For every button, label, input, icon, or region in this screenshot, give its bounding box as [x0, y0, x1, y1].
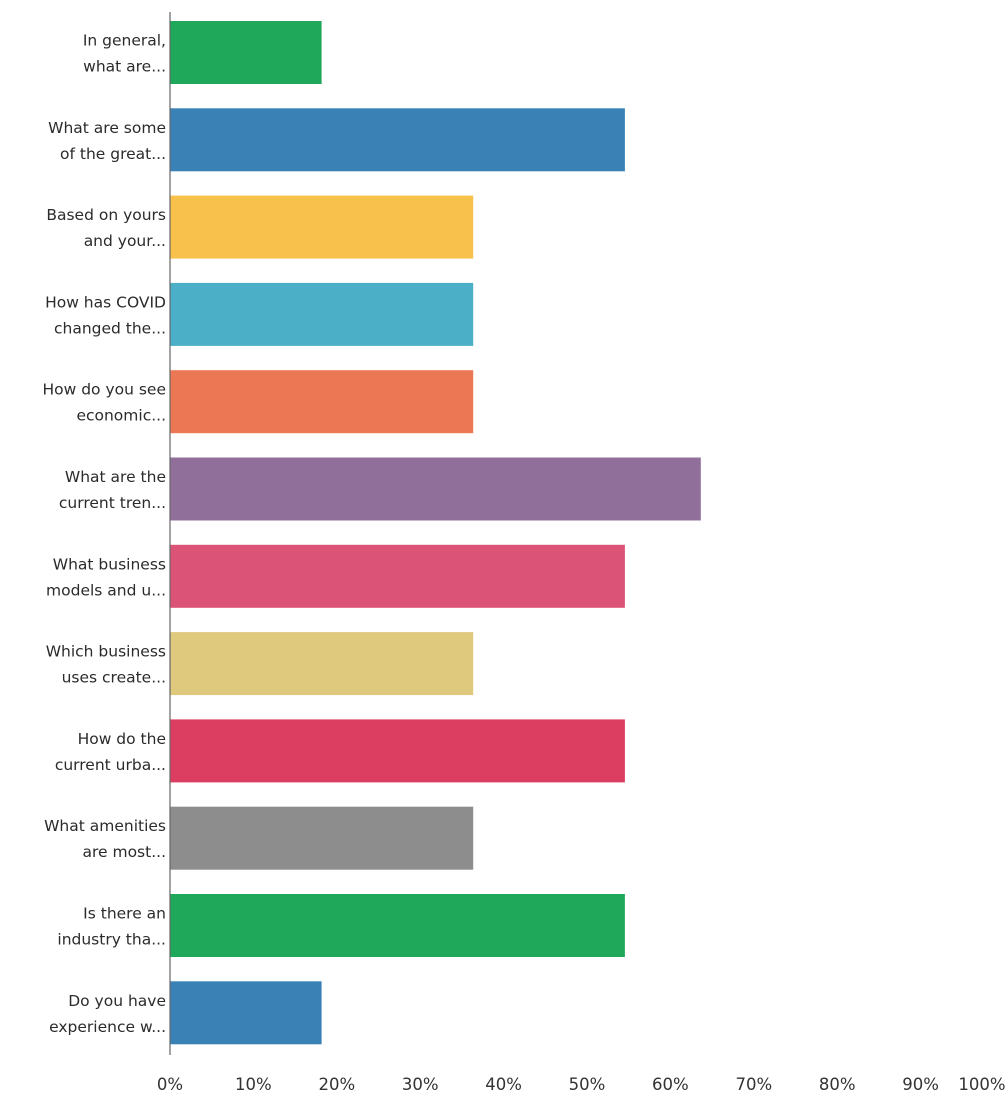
x-tick-label: 100% [958, 1075, 1005, 1094]
x-tick-label: 60% [652, 1075, 689, 1094]
category-label-line: and your... [84, 232, 166, 250]
category-label-line: How has COVID [45, 293, 166, 311]
x-tick-label: 80% [819, 1075, 856, 1094]
category-label-line: In general, [83, 32, 166, 50]
category-label: How do you see economic... [42, 381, 166, 425]
bar [170, 632, 474, 696]
bar [170, 21, 322, 84]
category-label-line: Is there an [83, 905, 166, 923]
category-label-line: What amenities [44, 817, 166, 835]
category-label-line: experience w... [49, 1018, 166, 1036]
x-tick-label: 10% [235, 1075, 272, 1094]
category-label: In general, what are... [83, 32, 166, 76]
category-label: Is there an industry tha... [57, 905, 166, 949]
category-label-line: what are... [83, 58, 166, 76]
category-label-line: of the great... [60, 145, 166, 163]
bar [170, 370, 474, 434]
category-label-line: How do the [78, 730, 166, 748]
category-label-line: Do you have [68, 992, 166, 1010]
category-label: Do you have experience w... [49, 992, 166, 1036]
x-tick-label: 50% [569, 1075, 606, 1094]
bar [170, 544, 625, 608]
category-label-line: industry tha... [57, 931, 166, 949]
category-label-line: are most... [82, 843, 166, 861]
category-label: How has COVID changed the... [45, 293, 166, 337]
bar [170, 282, 474, 346]
category-label-line: economic... [76, 407, 166, 425]
category-label-line: current tren... [59, 494, 166, 512]
category-label-line: current urba... [55, 756, 166, 774]
x-tick-label: 0% [157, 1075, 183, 1094]
bars-layer [170, 21, 701, 1045]
x-tick-label: 70% [735, 1075, 772, 1094]
category-label: Based on yours and your... [46, 206, 166, 250]
bar [170, 719, 625, 783]
bar [170, 806, 474, 870]
category-label-line: models and u... [46, 581, 166, 599]
bar [170, 894, 625, 957]
category-label-line: Which business [46, 643, 166, 661]
x-tick-label: 20% [318, 1075, 355, 1094]
category-label-line: What business [53, 555, 166, 573]
category-label-line: What are the [65, 468, 166, 486]
bar [170, 108, 625, 172]
category-label: What amenities are most... [44, 817, 166, 861]
category-label: What business models and u... [46, 555, 166, 599]
category-label: How do the current urba... [55, 730, 166, 774]
x-tick-label: 30% [402, 1075, 439, 1094]
category-label-line: Based on yours [46, 206, 166, 224]
category-label-line: How do you see [42, 381, 166, 399]
category-label-line: What are some [48, 119, 166, 137]
x-tick-label: 90% [902, 1075, 939, 1094]
x-axis-ticks: 0% 10% 20% 30% 40% 50% 60% 70% 80% 90% 100% [157, 1075, 1006, 1094]
category-label: What are some of the great... [48, 119, 166, 163]
category-labels: In general, what are... What are some of th… [42, 32, 166, 1036]
category-label-line: changed the... [54, 319, 166, 337]
bar [170, 457, 701, 521]
bar [170, 195, 474, 259]
category-label: What are the current tren... [59, 468, 166, 512]
bar [170, 981, 322, 1045]
category-label: Which business uses create... [46, 643, 166, 687]
category-label-line: uses create... [62, 669, 166, 687]
x-tick-label: 40% [485, 1075, 522, 1094]
